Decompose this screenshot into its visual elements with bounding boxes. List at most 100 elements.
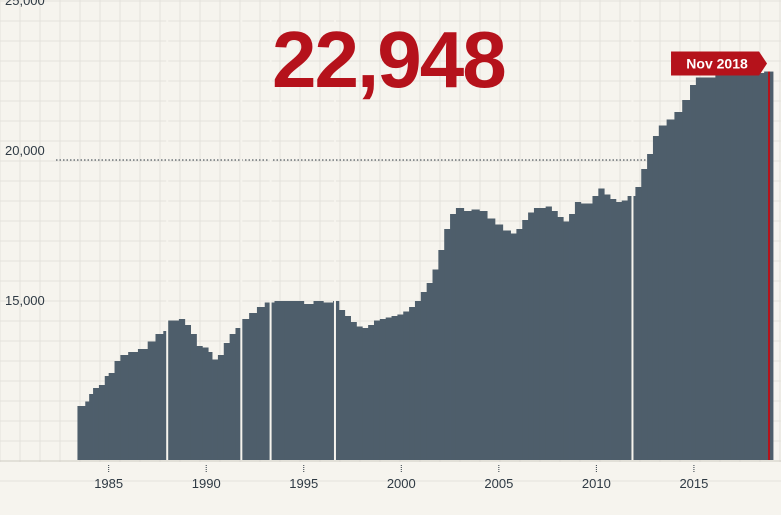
x-tick-label: 2010	[582, 476, 611, 491]
data-bar	[604, 194, 611, 460]
data-bar	[249, 313, 258, 460]
data-bar	[414, 301, 422, 460]
data-bar	[350, 322, 357, 460]
data-bar	[652, 136, 660, 460]
data-bar	[463, 211, 472, 460]
headline-value: 22,948	[272, 15, 507, 104]
data-bar	[85, 401, 90, 460]
data-bar	[167, 320, 174, 460]
data-bar	[545, 206, 552, 460]
data-bar	[615, 202, 623, 460]
data-bar	[155, 334, 164, 460]
data-bar	[120, 355, 129, 460]
data-bar	[137, 349, 149, 460]
data-bar	[522, 220, 529, 460]
data-bar	[736, 61, 746, 460]
data-bar	[752, 65, 759, 460]
data-bar	[178, 319, 186, 460]
data-bar	[362, 328, 369, 460]
data-bar	[563, 221, 570, 460]
data-bar	[184, 325, 192, 460]
data-bar	[93, 388, 100, 460]
data-bar	[235, 328, 242, 460]
data-bar	[223, 343, 231, 460]
data-bar	[621, 200, 628, 460]
data-bar	[641, 169, 648, 460]
data-bar	[744, 64, 753, 460]
data-bar	[695, 77, 703, 460]
y-tick-label: 25,000	[5, 0, 45, 8]
y-tick-label: 20,000	[5, 143, 45, 158]
data-bar	[658, 125, 668, 460]
data-bars	[0, 10, 781, 462]
data-bar	[356, 326, 363, 460]
data-bar	[98, 385, 106, 460]
data-bar	[764, 71, 770, 460]
x-tick-label: 1985	[94, 476, 123, 491]
data-bar	[569, 214, 576, 460]
data-bar	[128, 352, 139, 460]
data-bar	[284, 301, 295, 460]
x-tick-label: 2000	[387, 476, 416, 491]
data-bar	[274, 301, 285, 460]
data-bar	[586, 203, 593, 460]
data-bar	[313, 301, 324, 460]
data-bar	[333, 301, 340, 460]
data-bar	[455, 208, 465, 460]
data-bar	[580, 203, 588, 460]
data-bar	[444, 229, 451, 460]
x-tick-label: 2005	[484, 476, 513, 491]
callout-label: Nov 2018	[686, 56, 748, 72]
data-bar	[403, 311, 410, 460]
x-tick-label: 2015	[679, 476, 708, 491]
data-bar	[682, 100, 691, 460]
x-tick-label: 1995	[289, 476, 318, 491]
data-bar	[229, 334, 236, 460]
data-bar	[344, 316, 351, 460]
data-bar	[217, 355, 225, 460]
data-bar	[715, 71, 724, 460]
data-bar	[208, 352, 213, 460]
data-bar	[533, 208, 541, 460]
data-bar	[551, 211, 558, 460]
data-bar	[114, 361, 121, 460]
data-bar	[557, 217, 564, 460]
data-bar	[391, 316, 398, 460]
data-bar	[647, 154, 654, 460]
data-bar	[528, 212, 535, 460]
data-bar	[373, 320, 381, 460]
x-axis: 1985 1990 1995 2000 2005 2010 2015	[94, 465, 708, 491]
data-bar	[516, 229, 523, 460]
data-bar	[409, 307, 416, 460]
data-bar	[190, 334, 197, 460]
data-bar	[510, 233, 517, 460]
data-bar	[81, 406, 86, 460]
data-bar	[241, 319, 250, 460]
data-bar	[494, 224, 504, 460]
data-bar	[294, 301, 305, 460]
data-bar	[674, 112, 683, 460]
data-bar	[420, 292, 428, 460]
y-tick-label: 15,000	[5, 293, 45, 308]
data-bar	[303, 304, 314, 460]
data-bar	[212, 359, 219, 460]
data-bar	[89, 394, 94, 460]
data-bar	[758, 73, 765, 460]
data-bar	[598, 188, 605, 460]
data-bar	[450, 214, 457, 460]
data-bar	[426, 283, 433, 460]
data-bar	[709, 77, 716, 460]
data-bar	[173, 320, 180, 460]
data-bar	[723, 67, 732, 460]
data-bar	[701, 77, 710, 460]
data-bar	[574, 202, 582, 460]
data-bar	[730, 58, 738, 460]
data-bar	[202, 347, 209, 460]
data-bar	[104, 376, 110, 460]
data-bar	[666, 119, 675, 460]
data-bar	[368, 325, 375, 460]
data-bar	[502, 230, 511, 460]
data-bar	[592, 196, 599, 460]
